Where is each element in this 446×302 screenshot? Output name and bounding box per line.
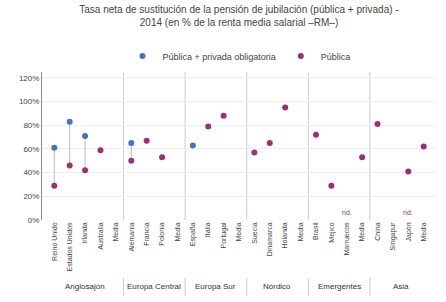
svg-text:Portugal: Portugal <box>220 222 228 249</box>
svg-text:100%: 100% <box>19 97 39 106</box>
svg-text:Media: Media <box>174 222 181 241</box>
svg-text:Pública: Pública <box>321 52 351 62</box>
svg-text:20%: 20% <box>23 192 39 201</box>
svg-text:Reino Unido: Reino Unido <box>51 222 58 261</box>
svg-text:0%: 0% <box>28 216 40 225</box>
svg-text:Polonia: Polonia <box>158 222 165 245</box>
svg-text:China: China <box>374 222 381 240</box>
svg-text:Asia: Asia <box>393 282 409 291</box>
svg-text:80%: 80% <box>23 121 39 130</box>
svg-text:nd.: nd. <box>403 209 413 216</box>
svg-text:Tasa neta de sustitución de la: Tasa neta de sustitución de la pensión d… <box>79 4 398 28</box>
svg-text:nd.: nd. <box>342 209 352 216</box>
svg-text:Marruecos: Marruecos <box>343 222 350 256</box>
svg-text:España: España <box>189 222 197 246</box>
svg-text:Media: Media <box>358 222 365 241</box>
svg-text:120%: 120% <box>19 74 39 83</box>
svg-text:Italia: Italia <box>204 222 211 237</box>
svg-text:Media: Media <box>420 222 427 241</box>
svg-text:Media: Media <box>235 222 242 241</box>
svg-text:Nórdico: Nórdico <box>263 282 291 291</box>
svg-text:60%: 60% <box>23 145 39 154</box>
svg-text:Holanda: Holanda <box>281 222 288 248</box>
svg-text:Media: Media <box>112 222 119 241</box>
svg-text:Japón: Japón <box>405 222 413 241</box>
svg-text:Emergentes: Emergentes <box>318 282 361 291</box>
svg-text:Anglosajón: Anglosajón <box>65 282 105 291</box>
svg-text:Mejico: Mejico <box>328 222 336 242</box>
svg-text:Suecia: Suecia <box>251 222 258 244</box>
svg-text:Estados Unidos: Estados Unidos <box>66 222 73 272</box>
svg-text:Brasil: Brasil <box>312 222 319 240</box>
svg-text:Alemania: Alemania <box>128 222 135 251</box>
svg-text:Media: Media <box>297 222 304 241</box>
svg-text:40%: 40% <box>23 168 39 177</box>
svg-text:Pública + privada obligatoria: Pública + privada obligatoria <box>163 52 276 62</box>
svg-text:Europa Sur: Europa Sur <box>195 282 236 291</box>
svg-text:Francia: Francia <box>143 222 150 245</box>
svg-text:Australia: Australia <box>97 222 104 249</box>
svg-text:Europa Central: Europa Central <box>127 282 181 291</box>
svg-text:Dinamarca: Dinamarca <box>266 222 273 256</box>
svg-text:Singapur: Singapur <box>389 222 397 251</box>
svg-text:Irlanda: Irlanda <box>81 222 88 244</box>
